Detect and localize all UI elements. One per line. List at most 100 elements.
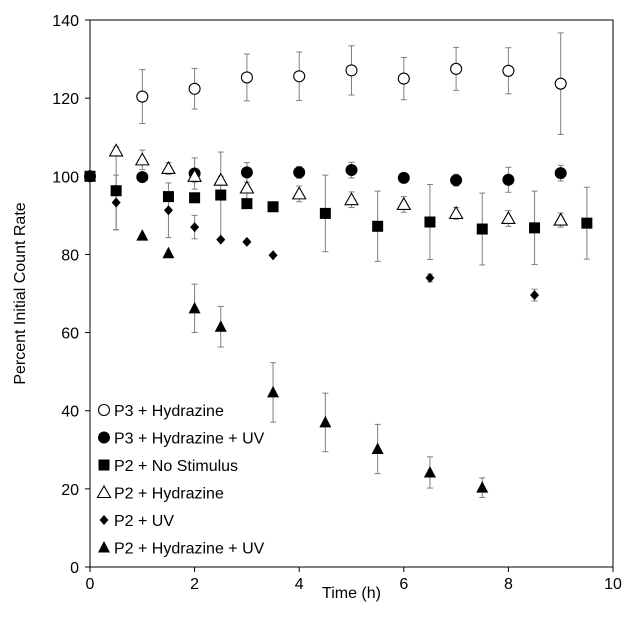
- data-point-p3-hydrazine: [502, 64, 515, 77]
- data-point-p3-hydrazine-uv: [136, 171, 149, 184]
- data-point-p2-hydrazine-uv: [319, 415, 332, 428]
- data-point-p2-hydrazine-uv: [188, 301, 201, 314]
- data-point-p2-hydrazine: [134, 152, 150, 166]
- data-point-p2-uv: [190, 222, 200, 233]
- data-point-p3-hydrazine: [293, 70, 306, 83]
- data-point-p2-no-stimulus: [267, 201, 279, 213]
- legend-item: P2 + Hydrazine + UV: [98, 541, 265, 558]
- data-point-p2-no-stimulus: [476, 223, 488, 235]
- x-axis-label: Time (h): [322, 585, 381, 602]
- error-bars: [113, 32, 590, 498]
- data-point-p2-hydrazine: [553, 212, 569, 226]
- legend-marker: [97, 403, 111, 417]
- data-point-p2-uv: [530, 290, 540, 301]
- data-point-p2-uv: [163, 205, 173, 216]
- data-point-p3-hydrazine: [450, 62, 463, 75]
- legend: P3 + Hydrazine P3 + Hydrazine + UV P2 + No…: [96, 403, 265, 558]
- data-point-p3-hydrazine-uv: [345, 164, 358, 177]
- data-point-p2-hydrazine-uv: [267, 385, 280, 398]
- data-point-p2-hydrazine-uv: [476, 481, 489, 493]
- data-point-p2-hydrazine: [448, 205, 464, 219]
- data-point-p2-hydrazine: [161, 160, 176, 175]
- x-tick-label: 4: [295, 576, 304, 593]
- legend-label: P3 + Hydrazine + UV: [114, 431, 265, 448]
- data-point-p2-no-stimulus: [110, 185, 122, 197]
- data-point-p2-uv: [242, 236, 252, 247]
- legend-label: P2 + No Stimulus: [114, 458, 238, 475]
- data-point-p2-hydrazine-uv: [214, 320, 227, 332]
- data-point-p2-no-stimulus: [241, 198, 253, 210]
- data-point-p2-no-stimulus: [189, 192, 201, 204]
- x-tick-label: 2: [190, 576, 199, 593]
- data-point-p3-hydrazine: [554, 77, 567, 90]
- x-tick-label: 6: [399, 576, 408, 593]
- legend-item: P2 + Hydrazine: [96, 484, 224, 503]
- data-point-p2-hydrazine: [291, 186, 307, 200]
- legend-label: P3 + Hydrazine: [114, 403, 224, 420]
- legend-marker: [98, 541, 110, 553]
- y-tick-label: 80: [61, 247, 79, 264]
- data-point-p3-hydrazine-uv: [240, 166, 253, 179]
- data-point-p2-no-stimulus: [372, 220, 384, 232]
- data-point-p3-hydrazine-uv: [502, 173, 515, 186]
- y-tick-label: 40: [61, 404, 79, 421]
- data-point-p2-uv: [425, 272, 435, 283]
- data-point-p2-no-stimulus: [215, 189, 227, 201]
- data-point-p3-hydrazine-uv: [293, 166, 306, 179]
- legend-marker: [99, 515, 109, 525]
- data-point-p2-no-stimulus: [424, 216, 436, 228]
- data-point-p2-uv: [268, 250, 278, 261]
- y-tick-label: 0: [70, 560, 79, 577]
- data-point-p2-hydrazine-uv: [84, 169, 96, 182]
- legend-item: P3 + Hydrazine + UV: [98, 431, 265, 448]
- data-point-p2-hydrazine-uv: [371, 442, 384, 455]
- data-point-p2-no-stimulus: [319, 207, 331, 219]
- data-point-p3-hydrazine: [188, 82, 201, 95]
- data-point-p2-hydrazine: [187, 168, 203, 182]
- data-point-p2-hydrazine: [239, 180, 255, 194]
- data-point-p2-uv: [216, 234, 226, 245]
- data-point-p2-hydrazine-uv: [162, 246, 175, 259]
- data-point-p2-uv: [111, 197, 121, 208]
- data-point-p2-hydrazine: [344, 192, 359, 206]
- data-point-p3-hydrazine: [397, 72, 410, 85]
- data-markers: [84, 62, 593, 493]
- data-point-p2-no-stimulus: [581, 217, 593, 229]
- y-tick-label: 60: [61, 326, 79, 343]
- data-point-p3-hydrazine-uv: [554, 167, 567, 180]
- legend-item: P2 + UV: [99, 513, 174, 530]
- data-point-p2-hydrazine: [396, 196, 412, 210]
- y-axis-label: Percent Initial Count Rate: [12, 202, 29, 384]
- legend-label: P2 + Hydrazine + UV: [114, 541, 265, 558]
- legend-item: P2 + No Stimulus: [98, 458, 238, 475]
- data-point-p2-hydrazine-uv: [423, 465, 436, 478]
- data-point-p2-hydrazine: [500, 210, 516, 225]
- x-tick-label: 10: [604, 576, 622, 593]
- legend-label: P2 + UV: [114, 513, 174, 530]
- data-point-p3-hydrazine: [345, 64, 358, 77]
- data-point-p3-hydrazine-uv: [450, 174, 463, 187]
- plot-frame: [89, 19, 614, 568]
- y-tick-label: 120: [52, 91, 79, 108]
- data-point-p3-hydrazine: [240, 71, 253, 84]
- data-point-p2-hydrazine: [108, 143, 124, 157]
- legend-marker: [98, 459, 110, 471]
- x-tick-label: 0: [86, 576, 95, 593]
- legend-label: P2 + Hydrazine: [114, 486, 224, 503]
- y-tick-label: 140: [52, 13, 79, 30]
- data-point-p2-hydrazine-uv: [136, 229, 149, 241]
- legend-marker: [96, 484, 112, 499]
- data-point-p3-hydrazine: [136, 90, 149, 103]
- y-tick-label: 20: [61, 482, 79, 499]
- y-tick-label: 100: [52, 169, 79, 186]
- axes: [85, 19, 614, 572]
- data-point-p3-hydrazine-uv: [397, 171, 410, 184]
- legend-marker: [98, 431, 110, 444]
- data-point-p2-no-stimulus: [162, 191, 174, 203]
- legend-item: P3 + Hydrazine: [97, 403, 224, 420]
- x-tick-label: 8: [504, 576, 513, 593]
- data-point-p2-no-stimulus: [529, 222, 541, 234]
- data-point-p2-hydrazine: [213, 172, 229, 186]
